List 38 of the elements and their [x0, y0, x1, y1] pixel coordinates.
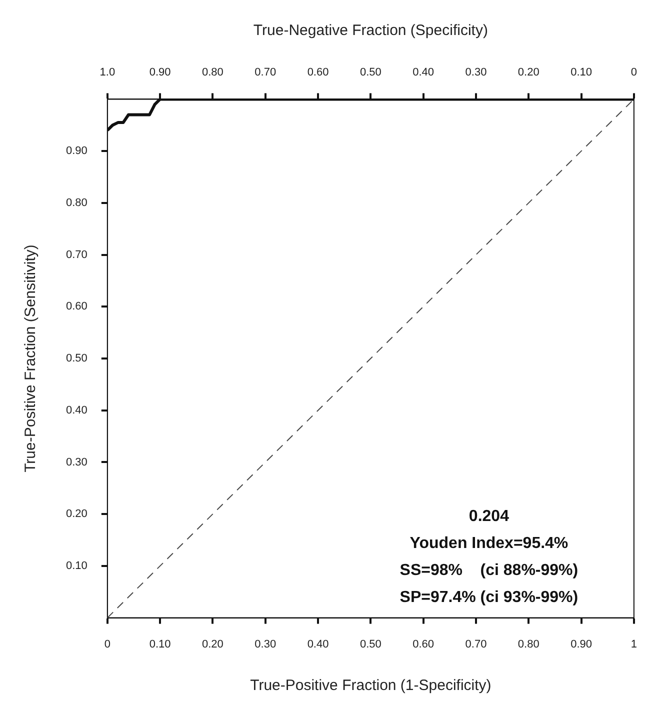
x-tick-label: 0.80 [518, 638, 540, 650]
x-tick-label: 0 [104, 638, 110, 650]
x2-tick-label: 0.60 [307, 66, 329, 79]
x2-axis-title: True-Negative Fraction (Specificity) [253, 22, 488, 40]
y-tick-label: 0.60 [66, 300, 88, 313]
x-tick-label: 0.70 [465, 638, 487, 650]
y-tick-label: 0.50 [66, 352, 88, 365]
x-tick-label: 1 [630, 638, 638, 650]
y-tick-label: 0.90 [66, 145, 88, 158]
y-tick-label: 0.40 [66, 404, 88, 416]
x2-tick-label: 0.70 [254, 66, 276, 79]
x-axis-title: True-Positive Fraction (1-Specificity) [250, 677, 492, 694]
annotation: SS=98% (ci 88%-99%) [400, 562, 578, 580]
x-tick-label: 0.50 [360, 638, 382, 650]
y-tick-label: 0.10 [66, 560, 88, 572]
x-tick-label: 0.20 [202, 638, 224, 650]
x2-tick-label: 0.90 [149, 66, 171, 79]
x-tick-label: 0.10 [149, 638, 171, 650]
y-tick-label: 0.20 [66, 508, 88, 520]
x-tick-label: 0.30 [254, 638, 276, 650]
x2-tick-label: 0.30 [465, 66, 487, 79]
y-tick-label: 0.80 [66, 196, 88, 209]
x2-tick-label: 0.20 [518, 66, 540, 79]
x2-tick-label: 0.50 [360, 66, 382, 79]
x2-tick-label: 0.80 [202, 66, 224, 79]
x2-tick-label: 0 [630, 66, 638, 79]
x-tick-label: 0.90 [570, 638, 592, 650]
annotation: SP=97.4% (ci 93%-99%) [400, 589, 578, 606]
x2-tick-label: 0.10 [570, 66, 592, 79]
x-tick-label: 0.40 [307, 638, 329, 650]
x-tick-label: 0.60 [412, 638, 434, 650]
x2-tick-label: 1.0 [100, 66, 116, 79]
y-tick-label: 0.30 [66, 456, 88, 468]
annotation: 0.204 [468, 508, 510, 526]
y-axis-title: True-Positive Fraction (Sensitivity) [22, 244, 40, 472]
annotation: Youden Index=95.4% [410, 535, 568, 552]
x2-tick-label: 0.40 [412, 66, 434, 79]
y-tick-label: 0.70 [66, 248, 88, 261]
